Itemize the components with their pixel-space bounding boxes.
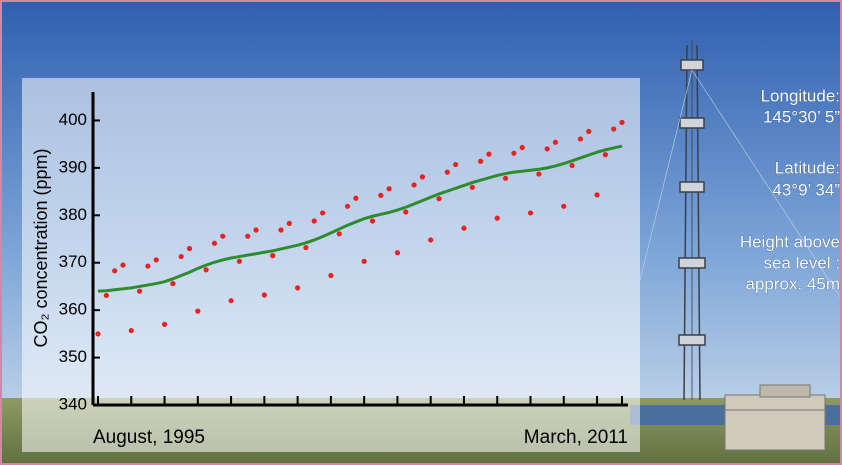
info-text: Latitude: xyxy=(775,158,840,177)
data-point xyxy=(602,152,608,158)
data-point xyxy=(453,161,459,168)
y-tick-label: 400 xyxy=(59,110,87,129)
data-point xyxy=(112,268,118,274)
data-point xyxy=(619,119,625,125)
data-point xyxy=(478,158,484,164)
data-point xyxy=(303,244,309,251)
data-point xyxy=(153,257,159,263)
data-point xyxy=(594,192,600,198)
data-point xyxy=(261,292,267,298)
info-text: 43°9’ 34” xyxy=(772,180,840,199)
data-point xyxy=(419,174,425,180)
data-point xyxy=(353,195,359,201)
data-point xyxy=(228,298,234,304)
y-tick-label: 370 xyxy=(59,252,87,271)
data-point xyxy=(403,209,409,215)
data-point xyxy=(286,220,292,226)
info-text: sea level : xyxy=(763,253,840,272)
data-point xyxy=(561,203,567,209)
info-text: Height above xyxy=(740,232,840,251)
y-tick-label: 350 xyxy=(59,347,87,366)
data-point xyxy=(502,175,509,181)
building xyxy=(724,384,826,451)
data-point xyxy=(136,288,143,294)
data-point xyxy=(120,262,126,268)
data-point xyxy=(536,171,542,177)
data-point xyxy=(278,227,284,233)
data-point xyxy=(128,327,134,334)
data-point xyxy=(544,146,550,152)
data-point xyxy=(511,150,517,156)
data-point xyxy=(361,258,367,264)
y-tick-label: 340 xyxy=(59,394,87,413)
data-point xyxy=(611,126,617,132)
data-point xyxy=(527,210,534,216)
data-point xyxy=(428,237,434,243)
data-point xyxy=(494,215,500,221)
data-point xyxy=(436,196,442,202)
data-point xyxy=(552,139,559,145)
data-point xyxy=(295,285,301,291)
data-point xyxy=(328,272,334,279)
chart-panel xyxy=(22,78,640,452)
data-point xyxy=(519,144,525,151)
y-axis-title: CO₂ concentration (ppm) xyxy=(31,148,51,347)
data-point xyxy=(469,184,475,190)
data-point xyxy=(245,233,251,239)
data-point xyxy=(145,263,151,269)
data-point xyxy=(270,253,276,259)
data-point xyxy=(411,182,417,188)
info-text: Longitude: xyxy=(761,86,840,105)
data-point xyxy=(461,225,467,231)
x-tick-label: March, 2011 xyxy=(524,427,628,448)
y-tick-label: 390 xyxy=(59,157,87,176)
data-point xyxy=(369,218,376,224)
data-point xyxy=(95,331,101,337)
data-point xyxy=(378,192,384,198)
y-tick-label: 380 xyxy=(59,205,87,224)
data-point xyxy=(220,233,226,239)
data-point xyxy=(195,308,201,314)
data-point xyxy=(569,162,575,169)
tower xyxy=(639,40,842,401)
data-point xyxy=(211,240,218,246)
data-point xyxy=(203,267,209,273)
info-text: approx. 45m xyxy=(746,274,841,293)
data-point xyxy=(253,227,259,233)
data-point xyxy=(386,186,392,192)
trend-line xyxy=(97,144,623,293)
data-point xyxy=(319,210,326,216)
site-info: Longitude: 145°30’ 5” Latitude: 43°9’ 34… xyxy=(740,86,841,294)
data-point xyxy=(486,151,492,157)
data-point xyxy=(586,128,592,134)
y-tick-label: 360 xyxy=(59,300,87,319)
data-point xyxy=(344,203,351,209)
data-point xyxy=(236,258,242,264)
data-point xyxy=(394,250,401,256)
info-text: 145°30’ 5” xyxy=(763,107,840,126)
data-point xyxy=(444,169,450,175)
data-point xyxy=(336,231,342,237)
data-point xyxy=(186,245,193,252)
x-tick-label: August, 1995 xyxy=(93,427,205,448)
data-point xyxy=(577,136,584,142)
data-point xyxy=(161,321,168,327)
data-point xyxy=(103,292,109,299)
data-point xyxy=(311,218,317,224)
data-point xyxy=(170,280,176,287)
data-point xyxy=(178,253,184,260)
